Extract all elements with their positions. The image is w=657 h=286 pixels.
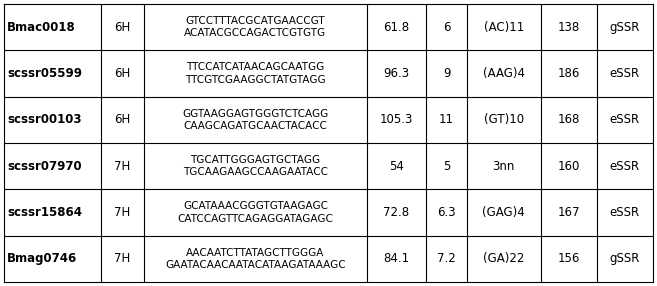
Text: 6.3: 6.3 — [438, 206, 456, 219]
Text: scssr00103: scssr00103 — [7, 113, 81, 126]
Text: 84.1: 84.1 — [384, 252, 409, 265]
Text: 7H: 7H — [114, 160, 131, 173]
Text: gSSR: gSSR — [610, 21, 640, 34]
Text: 7.2: 7.2 — [437, 252, 456, 265]
Text: 11: 11 — [439, 113, 454, 126]
Text: 54: 54 — [389, 160, 404, 173]
Text: eSSR: eSSR — [610, 160, 640, 173]
Text: 168: 168 — [558, 113, 580, 126]
Text: scssr07970: scssr07970 — [7, 160, 81, 173]
Text: (GA)22: (GA)22 — [483, 252, 524, 265]
Text: 96.3: 96.3 — [384, 67, 409, 80]
Text: AACAATCTTATAGCTTGGGA
GAATACAACAATACATAAGATAAAGC: AACAATCTTATAGCTTGGGA GAATACAACAATACATAAG… — [165, 248, 346, 270]
Text: GCATAAACGGGTGTAAGAGC
CATCCAGTTCAGAGGATAGAGC: GCATAAACGGGTGTAAGAGC CATCCAGTTCAGAGGATAG… — [177, 201, 333, 224]
Text: 6H: 6H — [114, 67, 131, 80]
Text: Bmac0018: Bmac0018 — [7, 21, 76, 34]
Text: 138: 138 — [558, 21, 580, 34]
Text: (AC)11: (AC)11 — [484, 21, 524, 34]
Text: scssr05599: scssr05599 — [7, 67, 82, 80]
Text: 6: 6 — [443, 21, 450, 34]
Text: 167: 167 — [557, 206, 580, 219]
Text: 6H: 6H — [114, 21, 131, 34]
Text: 5: 5 — [443, 160, 450, 173]
Text: GGTAAGGAGTGGGTCTCAGG
CAAGCAGATGCAACTACACC: GGTAAGGAGTGGGTCTCAGG CAAGCAGATGCAACTACAC… — [182, 109, 328, 131]
Text: 9: 9 — [443, 67, 450, 80]
Text: GTCCTTTACGCATGAACCGT
ACATACGCCAGACTCGTGTG: GTCCTTTACGCATGAACCGT ACATACGCCAGACTCGTGT… — [185, 16, 327, 38]
Text: scssr15864: scssr15864 — [7, 206, 82, 219]
Text: (AAG)4: (AAG)4 — [483, 67, 525, 80]
Text: eSSR: eSSR — [610, 67, 640, 80]
Text: 61.8: 61.8 — [384, 21, 409, 34]
Text: 105.3: 105.3 — [380, 113, 413, 126]
Text: 156: 156 — [558, 252, 580, 265]
Text: (GAG)4: (GAG)4 — [482, 206, 525, 219]
Text: 7H: 7H — [114, 252, 131, 265]
Text: 7H: 7H — [114, 206, 131, 219]
Text: TTCCATCATAACAGCAATGG
TTCGTCGAAGGCTATGTAGG: TTCCATCATAACAGCAATGG TTCGTCGAAGGCTATGTAG… — [185, 62, 326, 85]
Text: eSSR: eSSR — [610, 113, 640, 126]
Text: (GT)10: (GT)10 — [484, 113, 524, 126]
Text: eSSR: eSSR — [610, 206, 640, 219]
Text: 72.8: 72.8 — [384, 206, 409, 219]
Text: Bmag0746: Bmag0746 — [7, 252, 78, 265]
Text: TGCATTGGGAGTGCTAGG
TGCAAGAAGCCAAGAATACC: TGCATTGGGAGTGCTAGG TGCAAGAAGCCAAGAATACC — [183, 155, 328, 177]
Text: 186: 186 — [558, 67, 580, 80]
Text: 3nn: 3nn — [493, 160, 515, 173]
Text: 160: 160 — [558, 160, 580, 173]
Text: 6H: 6H — [114, 113, 131, 126]
Text: gSSR: gSSR — [610, 252, 640, 265]
